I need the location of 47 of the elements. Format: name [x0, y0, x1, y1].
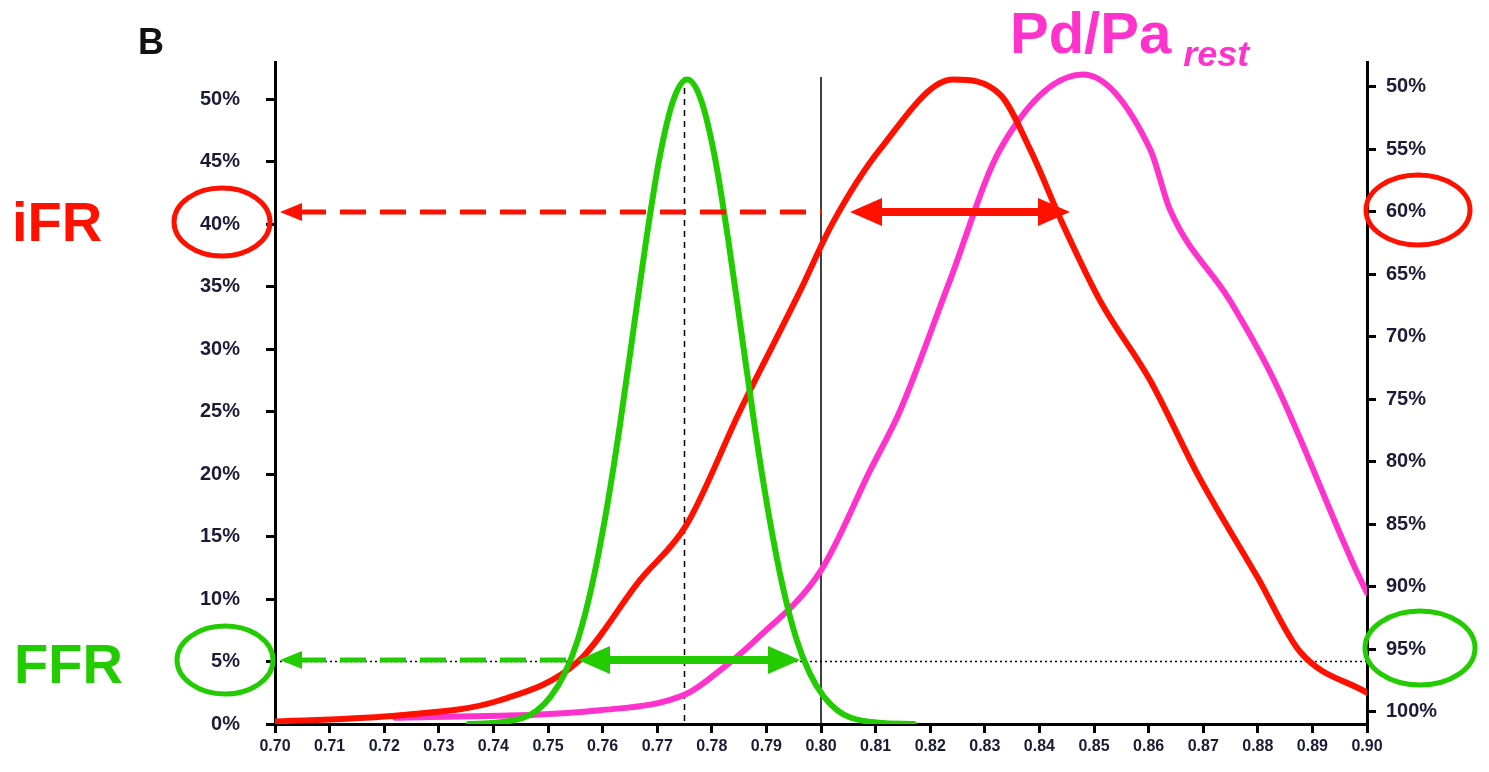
- y2-tick-label: 95%: [1386, 636, 1427, 659]
- y-tick-label: 25%: [199, 399, 241, 422]
- x-tick-label: 0.88: [1242, 737, 1274, 755]
- text: B: [138, 21, 164, 62]
- x-tick-label: 0.76: [587, 737, 619, 755]
- x-tick-label: 0.84: [1023, 737, 1056, 755]
- y2-tick-label: 50%: [1386, 74, 1427, 97]
- y-tick-label: 45%: [199, 149, 241, 172]
- y2-tick-label: 75%: [1386, 386, 1427, 409]
- legend-label: FFR: [14, 632, 123, 695]
- x-tick-label: 0.83: [969, 737, 1001, 755]
- y2-tick-label: 100%: [1386, 699, 1438, 722]
- y2-tick-label: 60%: [1386, 199, 1427, 222]
- x-tick-label: 0.71: [314, 737, 346, 755]
- series-label: Pd/Pa$_{rest}$: [1010, 0, 1250, 74]
- x-tick-label: 0.89: [1296, 737, 1329, 755]
- y-tick-label: 0%: [211, 711, 241, 734]
- y-tick-label: 40%: [199, 211, 241, 234]
- x-tick-label: 0.72: [368, 737, 400, 755]
- y-tick-label: 5%: [211, 649, 241, 672]
- x-tick-label: 0.78: [696, 737, 728, 755]
- y2-tick-label: 80%: [1386, 449, 1427, 472]
- y-tick-label: 10%: [199, 586, 241, 609]
- x-tick-label: 0.82: [914, 737, 946, 755]
- x-tick-label: 0.73: [423, 737, 455, 755]
- y-tick-label: 50%: [199, 86, 241, 109]
- x-tick-label: 0.85: [1078, 737, 1110, 755]
- x-tick-label: 0.74: [477, 737, 510, 755]
- x-tick-label: 0.80: [805, 737, 837, 755]
- x-tick-label: 0.86: [1133, 737, 1165, 755]
- x-tick-label: 0.87: [1187, 737, 1219, 755]
- y2-tick-label: 90%: [1386, 574, 1427, 597]
- y2-tick-label: 55%: [1386, 136, 1427, 159]
- y-tick-label: 35%: [199, 274, 241, 297]
- y-tick-label: 30%: [199, 336, 241, 359]
- y-tick-label: 20%: [199, 461, 241, 484]
- x-tick-label: 0.79: [750, 737, 783, 755]
- x-tick-label: 0.77: [641, 737, 673, 755]
- y2-tick-label: 65%: [1386, 261, 1427, 284]
- y-tick-label: 15%: [199, 524, 241, 547]
- x-tick-label: 0.70: [259, 737, 291, 755]
- y2-tick-label: 85%: [1386, 511, 1427, 534]
- x-tick-label: 0.90: [1351, 737, 1383, 755]
- y2-tick-label: 70%: [1386, 324, 1427, 347]
- x-tick-label: 0.81: [860, 737, 892, 755]
- x-tick-label: 0.75: [532, 737, 564, 755]
- legend-label: iFR: [12, 190, 103, 253]
